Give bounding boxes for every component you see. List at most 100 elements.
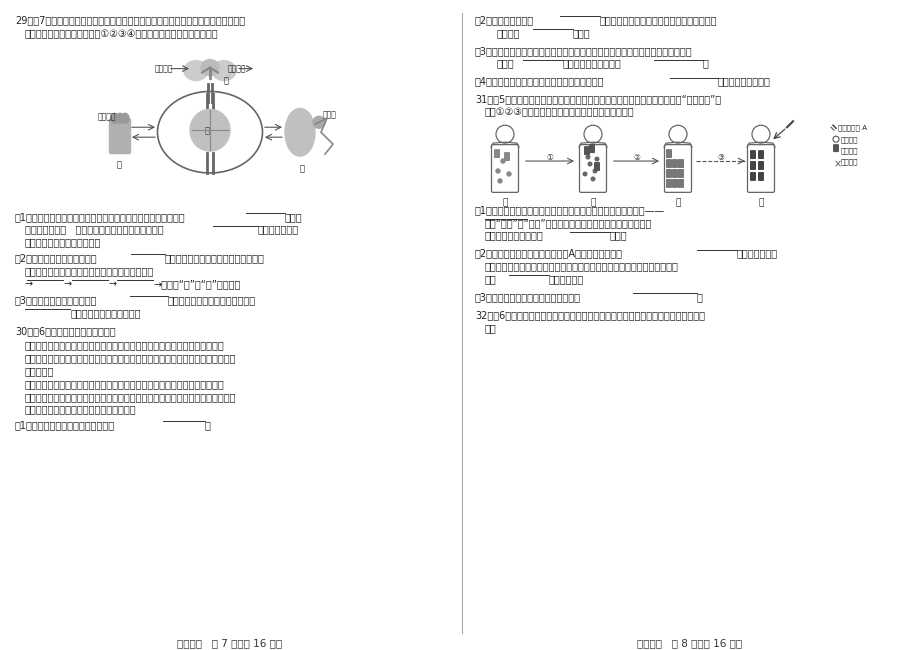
Text: 乙: 乙 <box>117 160 122 169</box>
Text: （1）资料中属于哺乳动物的有刺猬和: （1）资料中属于哺乳动物的有刺猬和 <box>15 421 115 430</box>
Text: →丁（用“甲”、“丙”作答）。: →丁（用“甲”、“丙”作答）。 <box>153 280 241 289</box>
Circle shape <box>312 116 324 128</box>
Text: 。: 。 <box>697 292 702 302</box>
Text: 30．（6分）阅读资料并回答问题。: 30．（6分）阅读资料并回答问题。 <box>15 326 116 336</box>
Ellipse shape <box>121 113 129 124</box>
Text: 。: 。 <box>205 421 210 430</box>
Text: 吸入气体: 吸入气体 <box>154 64 174 73</box>
Text: 丁: 丁 <box>300 164 305 173</box>
FancyBboxPatch shape <box>672 160 676 167</box>
FancyBboxPatch shape <box>666 170 671 177</box>
Text: 甲: 甲 <box>502 199 507 208</box>
Text: 动画组片《兔耳袋狸》讲述兔耳袋狸救助一只小鸟的感人故事，它们通过嗔的: 动画组片《兔耳袋狸》讲述兔耳袋狸救助一只小鸟的感人故事，它们通过嗔的 <box>25 340 224 350</box>
Text: 兔耳袋狸是有袋类动物，幼仔通过母乳喚养长大，曾因皮毛拥有而遇到人类恶: 兔耳袋狸是有袋类动物，幼仔通过母乳喚养长大，曾因皮毛拥有而遇到人类恶 <box>25 379 224 389</box>
Text: 文的: 文的 <box>484 274 496 284</box>
Text: 先到达丙中的［   ］（填序号），再由与心脏相连的: 先到达丙中的［ ］（填序号），再由与心脏相连的 <box>25 225 164 235</box>
Text: 图中①②③表示细菌在人体内的变化过程，据图回答：: 图中①②③表示细菌在人体内的变化过程，据图回答： <box>484 107 634 118</box>
Text: （2）从外界获得的淠粉，在图: （2）从外界获得的淠粉，在图 <box>15 254 97 263</box>
Text: （填“抗原”或“抗体”），此时发生免疫反应，导致细菌数量下: （填“抗原”或“抗体”），此时发生免疫反应，导致细菌数量下 <box>484 218 652 227</box>
Text: →: → <box>25 280 33 289</box>
Ellipse shape <box>200 60 219 75</box>
Text: 免疫。: 免疫。 <box>609 231 627 240</box>
Text: 反射，其神经中枢位于: 反射，其神经中枢位于 <box>562 58 621 69</box>
Circle shape <box>497 179 502 183</box>
FancyBboxPatch shape <box>666 179 671 187</box>
Text: ③: ③ <box>716 153 723 162</box>
Text: 丙: 丙 <box>205 126 210 135</box>
Text: →: → <box>64 280 72 289</box>
Text: 这属于: 这属于 <box>496 58 514 69</box>
Text: 32．（6分）已知豌豆花的位置有腻生和顶生（如下图所示），不同豌豆杂交结果如下: 32．（6分）已知豌豆花的位置有腻生和顶生（如下图所示），不同豌豆杂交结果如下 <box>474 310 704 320</box>
FancyBboxPatch shape <box>678 160 683 167</box>
FancyBboxPatch shape <box>494 150 499 157</box>
Text: （3）丁中的血液经过肾小球的: （3）丁中的血液经过肾小球的 <box>15 295 97 306</box>
Text: 在天空中。: 在天空中。 <box>25 366 54 376</box>
Text: 动物。: 动物。 <box>573 28 590 38</box>
Ellipse shape <box>285 109 314 156</box>
Circle shape <box>585 155 589 159</box>
FancyBboxPatch shape <box>750 151 754 159</box>
Text: 死亡细菌: 死亡细菌 <box>840 158 857 164</box>
Circle shape <box>506 172 510 176</box>
Text: 留下来，经过逐代积累，即便加大抗生素剂量仍无法杀死。该过程可用达尔: 留下来，经过逐代积累，即便加大抗生素剂量仍无法杀死。该过程可用达尔 <box>484 261 678 272</box>
Text: （1）外界吸入的氧气经过甲的气体交换，使血液变成含氧丰富的: （1）外界吸入的氧气经过甲的气体交换，使血液变成含氧丰富的 <box>15 212 186 222</box>
FancyBboxPatch shape <box>672 179 676 187</box>
Text: （2）信天翁前肢变为: （2）信天翁前肢变为 <box>474 15 534 25</box>
FancyBboxPatch shape <box>666 150 671 157</box>
Text: ×: × <box>834 159 841 169</box>
FancyBboxPatch shape <box>589 145 594 152</box>
Text: （3）看到兔耳袋狸救助小鸟的感人情节时，观众流下感动的泪水。从反射类型看，: （3）看到兔耳袋狸救助小鸟的感人情节时，观众流下感动的泪水。从反射类型看， <box>474 46 692 56</box>
Text: 作用和肾小管的重吸收作用，排出: 作用和肾小管的重吸收作用，排出 <box>168 295 255 306</box>
Text: 耐药细菌: 耐药细菌 <box>840 147 857 154</box>
Text: 31．（5分）抗生素的利用为细菌性疾病患者带来福音，但滥用抗生素却催生“耐药细菌”。: 31．（5分）抗生素的利用为细菌性疾病患者带来福音，但滥用抗生素却催生“耐药细菌… <box>474 94 720 105</box>
Text: 意捕杀，被列入浜危物种。小鸟原型是信天翁，随着海洋垃圾逐日增加，大量信天: 意捕杀，被列入浜危物种。小鸟原型是信天翁，随着海洋垃圾逐日增加，大量信天 <box>25 392 236 402</box>
Circle shape <box>595 157 598 161</box>
Text: →: → <box>108 280 117 289</box>
Text: 降，这种免疫类型属于: 降，这种免疫类型属于 <box>484 231 543 240</box>
FancyBboxPatch shape <box>594 162 598 170</box>
Text: 丁: 丁 <box>757 199 763 208</box>
Ellipse shape <box>184 60 208 81</box>
Circle shape <box>495 169 499 173</box>
Text: （3）写出一条科学使用抗生素的建议：: （3）写出一条科学使用抗生素的建议： <box>474 292 581 302</box>
Text: ，它的体温不会随着环境温度的变化而改变，: ，它的体温不会随着环境温度的变化而改变， <box>599 15 717 25</box>
Ellipse shape <box>116 113 124 124</box>
Text: （2）细菌后代中存在变异，抗生素A对细菌进行选择，: （2）细菌后代中存在变异，抗生素A对细菌进行选择， <box>474 248 622 259</box>
Text: 。: 。 <box>702 58 709 69</box>
Text: 乙: 乙 <box>590 199 595 208</box>
Text: 小肠绒毛: 小肠绒毛 <box>98 112 117 122</box>
Text: 呼出气体: 呼出气体 <box>228 64 246 73</box>
FancyBboxPatch shape <box>750 173 754 180</box>
Text: 肾小球: 肾小球 <box>323 111 336 120</box>
Text: （4）为保护浜危动物，作为中学生可以做的是：: （4）为保护浜危动物，作为中学生可以做的是： <box>474 77 604 86</box>
Text: 血，最: 血，最 <box>285 212 302 222</box>
FancyBboxPatch shape <box>505 153 509 161</box>
FancyBboxPatch shape <box>666 160 671 167</box>
Text: 注射抗生素 A: 注射抗生素 A <box>837 124 867 131</box>
Ellipse shape <box>111 113 119 124</box>
FancyBboxPatch shape <box>758 151 763 159</box>
FancyBboxPatch shape <box>750 162 754 169</box>
Circle shape <box>501 159 505 163</box>
Text: 丙: 丙 <box>675 199 680 208</box>
Text: 所属的器官中最终被消化吸收，吸收的: 所属的器官中最终被消化吸收，吸收的 <box>165 254 265 263</box>
Ellipse shape <box>190 109 230 151</box>
Circle shape <box>587 162 591 166</box>
Text: 营养物质要运输到丁，依次经过的结构顺序是：乙: 营养物质要运输到丁，依次经过的结构顺序是：乙 <box>25 266 154 276</box>
Text: 翁乐于误食塑料垃圾，也被列入浜危物种。: 翁乐于误食塑料垃圾，也被列入浜危物种。 <box>25 404 137 415</box>
Text: 生物试卷   第 8 页（共 16 页）: 生物试卷 第 8 页（共 16 页） <box>637 638 742 648</box>
Circle shape <box>593 169 596 173</box>
FancyBboxPatch shape <box>584 147 589 155</box>
Text: 生物试卷   第 7 页（共 16 页）: 生物试卷 第 7 页（共 16 页） <box>177 638 282 648</box>
Text: 甲: 甲 <box>223 77 229 86</box>
Text: 的刺猬、狡猾的狐狸及鳍鱼吸血盆大口。兔耳袋狸一直守护这只小鸟，直到它翅翔: 的刺猬、狡猾的狐狸及鳍鱼吸血盆大口。兔耳袋狸一直守护这只小鸟，直到它翅翔 <box>25 353 236 363</box>
FancyBboxPatch shape <box>758 173 763 180</box>
FancyBboxPatch shape <box>833 145 837 151</box>
Text: 因此属于: 因此属于 <box>496 28 520 38</box>
Text: ①: ① <box>546 153 553 162</box>
Text: 输出，到达丁后供细胞利用。: 输出，到达丁后供细胞利用。 <box>25 238 101 248</box>
FancyBboxPatch shape <box>678 179 683 187</box>
FancyBboxPatch shape <box>678 170 683 177</box>
Text: ②: ② <box>632 153 640 162</box>
Text: 表。: 表。 <box>484 323 496 333</box>
